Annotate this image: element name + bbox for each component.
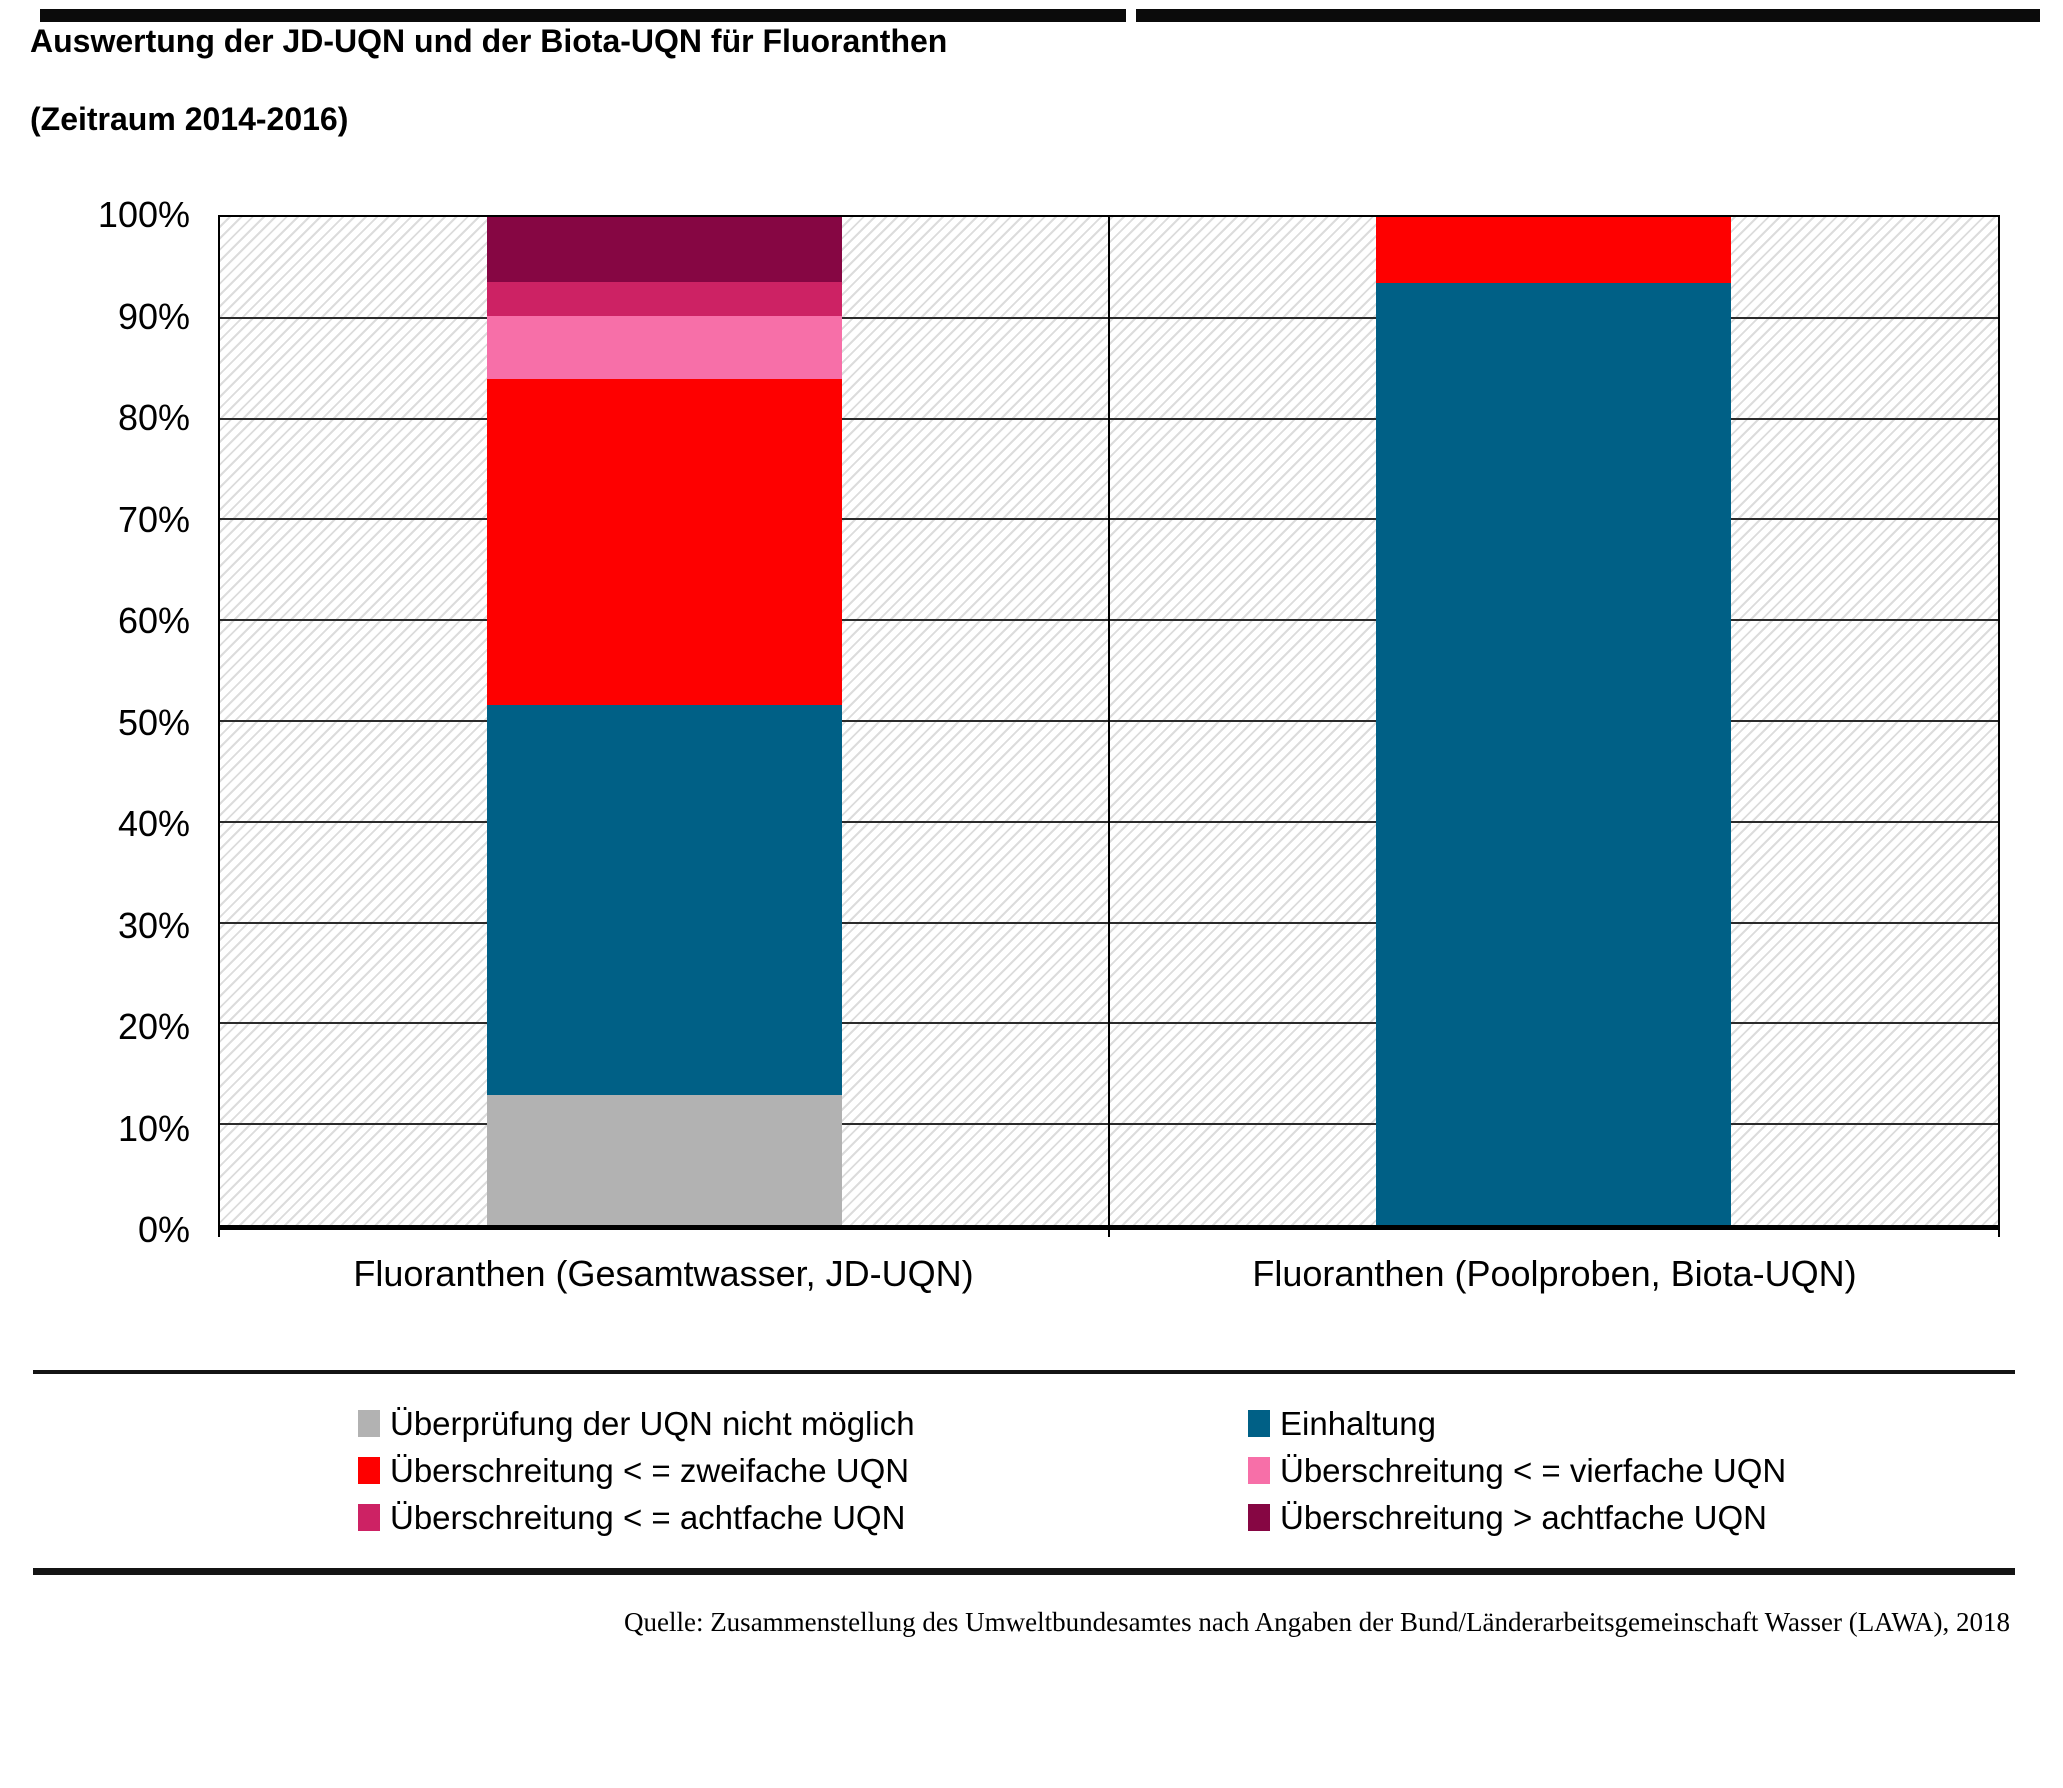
source-top-rule (33, 1568, 2015, 1575)
bars (220, 217, 1998, 1225)
bar-segment (487, 281, 842, 316)
stacked-bar (487, 217, 842, 1225)
legend-swatch (1248, 1457, 1270, 1484)
legend-top-rule (33, 1370, 2015, 1374)
y-tick-label: 70% (117, 498, 190, 540)
source-text: Quelle: Zusammenstellung des Umweltbunde… (623, 1607, 2010, 1637)
legend-swatch (1248, 1504, 1270, 1531)
top-rule-left (40, 9, 1126, 22)
bar-segment (487, 704, 842, 1095)
bar-segment (1376, 282, 1731, 1225)
legend-label: Überschreitung > achtfache UQN (1280, 1498, 1767, 1536)
legend-label: Überschreitung < = achtfache UQN (390, 1498, 906, 1536)
legend-item: Überprüfung der UQN nicht möglich (358, 1404, 1248, 1444)
y-tick-label: 0% (137, 1209, 190, 1250)
y-tick-label: 40% (117, 803, 190, 844)
y-tick-label: 100% (97, 194, 190, 235)
x-category-label: Fluoranthen (Poolproben, Biota-UQN) (1252, 1253, 1857, 1294)
x-axis-tick (1998, 1225, 2000, 1237)
chart-title: Auswertung der JD-UQN und der Biota-UQN … (30, 23, 948, 59)
y-tick-label: 10% (117, 1107, 190, 1149)
y-tick-label: 80% (117, 397, 190, 438)
legend-label: Einhaltung (1280, 1404, 1436, 1442)
legend: Überprüfung der UQN nicht möglich Einhal… (358, 1400, 1786, 1541)
legend-item: Überschreitung < = achtfache UQN (358, 1498, 1248, 1538)
legend-swatch (358, 1457, 380, 1484)
bar-segment (487, 1094, 842, 1225)
category-divider-line (1108, 217, 1110, 1225)
y-tick-label: 60% (117, 600, 190, 641)
bar-segment (1376, 217, 1731, 283)
legend-item: Überschreitung < = vierfache UQN (1248, 1451, 1786, 1491)
legend-swatch (358, 1410, 380, 1437)
top-rule-right (1136, 9, 2040, 22)
category-slot (1109, 217, 1998, 1225)
bar-segment (487, 379, 842, 705)
y-tick-label: 20% (117, 1006, 190, 1047)
y-axis: 0% 10% 20% 30% 40% 50% 60% 70% 80% 90% 1… (0, 195, 200, 1250)
bar-segment (487, 217, 842, 282)
y-tick-label: 50% (117, 701, 190, 743)
x-category-label: Fluoranthen (Gesamtwasser, JD-UQN) (353, 1253, 974, 1294)
y-tick-label: 30% (117, 904, 190, 946)
x-axis-tick (1108, 1225, 1110, 1237)
legend-item: Einhaltung (1248, 1404, 1786, 1444)
bar-segment (487, 315, 842, 380)
legend-item: Überschreitung < = zweifache UQN (358, 1451, 1248, 1491)
legend-swatch (1248, 1410, 1270, 1437)
x-axis-labels: Fluoranthen (Gesamtwasser, JD-UQN) Fluor… (218, 1252, 2000, 1296)
chart-subtitle: (Zeitraum 2014-2016) (30, 101, 349, 137)
x-axis-tick (218, 1225, 220, 1237)
legend-label: Überschreitung < = vierfache UQN (1280, 1451, 1787, 1489)
stacked-bar (1376, 217, 1731, 1225)
y-tick-label: 90% (117, 295, 190, 337)
legend-swatch (358, 1504, 380, 1531)
legend-item: Überschreitung > achtfache UQN (1248, 1498, 1786, 1538)
legend-label: Überschreitung < = zweifache UQN (390, 1451, 910, 1489)
category-slot (220, 217, 1109, 1225)
legend-label: Überprüfung der UQN nicht möglich (390, 1404, 915, 1442)
plot-area (218, 215, 2000, 1237)
